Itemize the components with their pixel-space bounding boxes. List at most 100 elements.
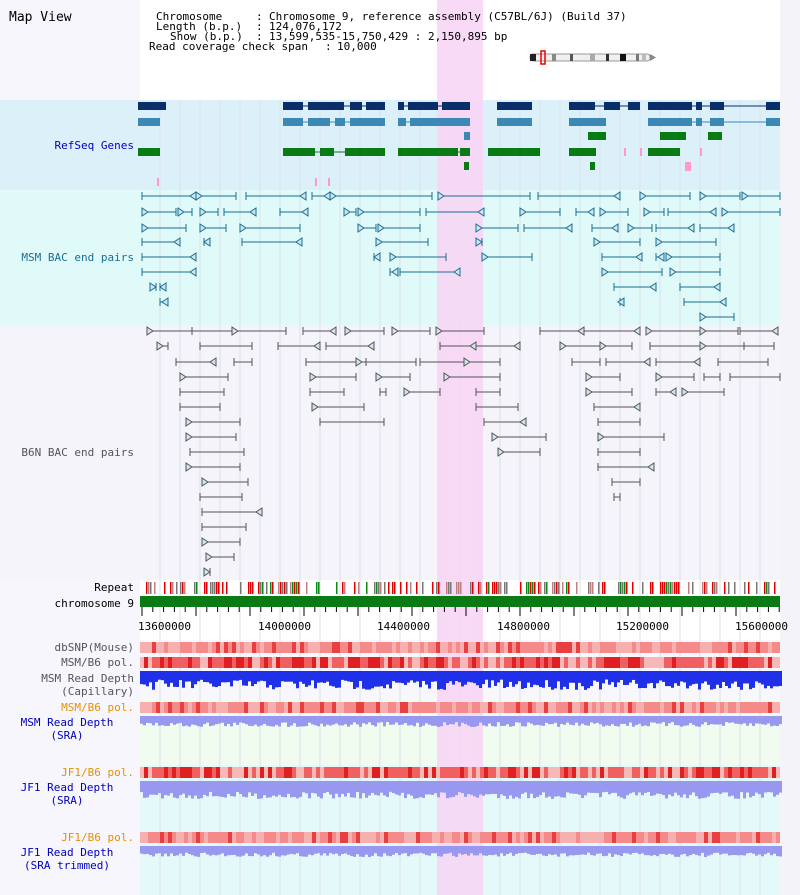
axis-tick-label: 14000000	[258, 620, 311, 633]
read-depth-bar	[179, 781, 182, 796]
polymorphism-cell	[636, 642, 640, 653]
polymorphism-cell	[660, 657, 664, 668]
read-depth-bar	[509, 716, 512, 727]
polymorphism-cell	[288, 657, 292, 668]
polymorphism-cell	[188, 702, 192, 713]
read-depth-bar	[599, 781, 602, 798]
read-depth-bar	[404, 716, 407, 724]
read-depth-bar	[695, 846, 698, 855]
track-label-b6n-bac[interactable]: B6N BAC end pairs	[21, 446, 134, 459]
read-depth-bar	[755, 716, 758, 724]
track-label-jf1-depth-sra[interactable]: JF1 Read Depth	[20, 781, 114, 794]
read-depth-bar	[242, 716, 245, 724]
read-depth-bar	[305, 716, 308, 727]
track-label-repeat[interactable]: Repeat	[94, 581, 134, 594]
track-label-msm-pol[interactable]: MSM/B6 pol.	[61, 656, 134, 669]
polymorphism-cell	[328, 702, 332, 713]
repeat-mark	[416, 582, 418, 594]
read-depth-bar	[518, 846, 521, 854]
polymorphism-cell	[348, 832, 352, 843]
bac-end-marker	[149, 282, 157, 292]
repeat-mark	[240, 582, 242, 594]
track-label-msm-pol-sra[interactable]: MSM/B6 pol.	[61, 701, 134, 714]
track-label-refseq[interactable]: RefSeq Genes	[54, 139, 134, 152]
polymorphism-cell	[236, 657, 240, 668]
read-depth-bar	[152, 671, 155, 690]
polymorphism-cell	[332, 642, 336, 653]
polymorphism-cell	[240, 832, 244, 843]
read-depth-bar	[281, 846, 284, 856]
polymorphism-cell	[376, 702, 380, 713]
track-label-jf1-pol-2[interactable]: JF1/B6 pol.	[61, 831, 134, 844]
polymorphism-cell	[364, 657, 368, 668]
read-depth-bar	[740, 781, 743, 793]
read-depth-bar	[260, 846, 263, 857]
polymorphism-cell	[276, 702, 280, 713]
read-depth-bar	[476, 781, 479, 798]
read-depth-bar	[575, 716, 578, 723]
read-depth-bar	[617, 846, 620, 855]
polymorphism-cell	[236, 702, 240, 713]
polymorphism-cell	[196, 657, 200, 668]
polymorphism-cell	[708, 657, 712, 668]
read-depth-bar	[287, 781, 290, 794]
read-depth-bar	[707, 671, 710, 685]
read-depth-bar	[179, 716, 182, 723]
track-label-msm-bac[interactable]: MSM BAC end pairs	[21, 251, 134, 264]
read-depth-bar	[734, 781, 737, 799]
read-depth-bar	[389, 716, 392, 725]
polymorphism-cell	[176, 642, 180, 653]
bac-end-marker	[329, 191, 337, 201]
read-depth-bar	[596, 671, 599, 682]
polymorphism-cell	[144, 702, 148, 713]
read-depth-bar	[329, 671, 332, 686]
polymorphism-cell	[456, 702, 460, 713]
read-depth-bar	[704, 716, 707, 723]
read-depth-bar	[383, 781, 386, 796]
bac-end-marker	[687, 223, 695, 233]
polymorphism-cell	[264, 832, 268, 843]
polymorphism-cell	[592, 832, 596, 843]
read-depth-bar	[311, 781, 314, 793]
polymorphism-cell	[204, 832, 208, 843]
polymorphism-cell	[188, 657, 192, 668]
bac-end-marker	[633, 326, 641, 336]
polymorphism-cell	[484, 657, 488, 668]
track-label-msm-depth-sra[interactable]: MSM Read Depth	[20, 716, 114, 729]
polymorphism-cell	[464, 702, 468, 713]
bac-end-marker	[741, 191, 749, 201]
read-depth-bar	[374, 781, 377, 795]
bac-end-marker	[613, 191, 621, 201]
repeat-mark	[278, 582, 280, 594]
polymorphism-cell	[492, 832, 496, 843]
polymorphism-cell	[392, 657, 396, 668]
read-depth-bar	[449, 671, 452, 682]
bac-end-marker	[179, 372, 187, 382]
read-depth-bar	[221, 781, 224, 798]
read-depth-bar	[227, 671, 230, 683]
polymorphism-cell	[392, 767, 396, 778]
gene-exon	[696, 118, 702, 126]
read-depth-bar	[653, 716, 656, 723]
read-depth-bar	[146, 781, 149, 798]
read-depth-bar	[719, 671, 722, 689]
polymorphism-cell	[464, 832, 468, 843]
track-label-msm-depth-capillary[interactable]: MSM Read Depth	[41, 672, 134, 685]
read-depth-bar	[473, 716, 476, 727]
read-depth-bar	[377, 671, 380, 687]
track-label-dbsnp[interactable]: dbSNP(Mouse)	[54, 641, 134, 654]
read-depth-bar	[296, 716, 299, 727]
bac-end-marker	[373, 252, 381, 262]
track-label-jf1-depth-trimmed[interactable]: JF1 Read Depth	[20, 846, 114, 859]
bac-end-marker	[655, 237, 663, 247]
read-depth-bar	[599, 846, 602, 854]
read-depth-bar	[758, 846, 761, 855]
read-depth-bar	[776, 781, 779, 795]
polymorphism-cell	[220, 702, 224, 713]
read-depth-bar	[539, 781, 542, 796]
read-depth-bar	[449, 781, 452, 798]
polymorphism-cell	[372, 702, 376, 713]
track-label-jf1-pol[interactable]: JF1/B6 pol.	[61, 766, 134, 779]
repeat-mark	[480, 582, 482, 594]
gene-exon	[464, 162, 469, 170]
